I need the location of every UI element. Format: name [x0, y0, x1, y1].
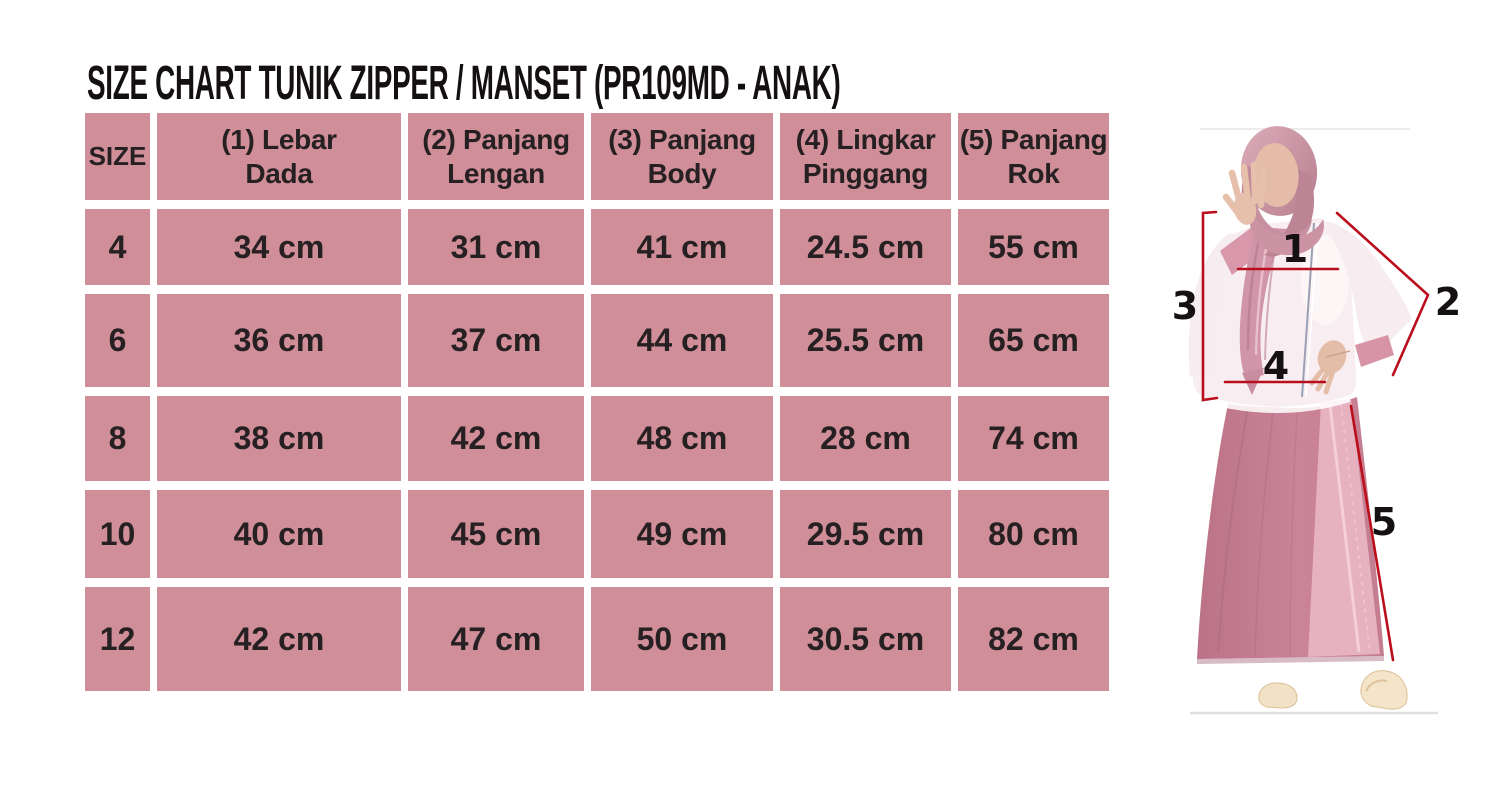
header-cell-lingkar-pinggang: (4) Lingkar Pinggang: [780, 113, 951, 200]
measurement-figure: 1 2 3 4 5: [1172, 126, 1461, 715]
measure-line-2: [1335, 211, 1430, 377]
cell-10-panjang-lengan: 45 cm: [408, 490, 584, 578]
cell-10-lebar-dada: 40 cm: [157, 490, 401, 578]
header-cell-size: SIZE: [85, 113, 150, 200]
cell-12-panjang-body: 50 cm: [591, 587, 773, 691]
cell-4-panjang-rok: 55 cm: [958, 209, 1109, 285]
cell-4-panjang-body: 41 cm: [591, 209, 773, 285]
size-cell-4: 4: [85, 209, 150, 285]
cell-6-lebar-dada: 36 cm: [157, 294, 401, 387]
cell-10-panjang-rok: 80 cm: [958, 490, 1109, 578]
header-cell-panjang-rok: (5) Panjang Rok: [958, 113, 1109, 200]
size-chart-table: SIZE (1) Lebar Dada (2) Panjang Lengan (3) …: [85, 113, 1109, 691]
cell-6-panjang-lengan: 37 cm: [408, 294, 584, 387]
measure-line-3: [1201, 210, 1219, 402]
cell-8-panjang-lengan: 42 cm: [408, 396, 584, 481]
page-title: SIZE CHART TUNIK ZIPPER / MANSET (PR109M…: [87, 57, 841, 110]
size-cell-10: 10: [85, 490, 150, 578]
figure-shoes: [1258, 670, 1408, 710]
cell-4-lingkar-pinggang: 24.5 cm: [780, 209, 951, 285]
figure-raised-hand: [1222, 161, 1267, 225]
cell-10-panjang-body: 49 cm: [591, 490, 773, 578]
model-photo: 1 2 3 4 5: [1160, 105, 1480, 725]
measure-line-5: [1349, 404, 1395, 662]
figure-label-2: 2: [1435, 280, 1461, 324]
measurement-lines: [1201, 210, 1430, 662]
figure-label-4: 4: [1263, 344, 1289, 388]
cell-6-lingkar-pinggang: 25.5 cm: [780, 294, 951, 387]
figure-label-5: 5: [1371, 500, 1397, 544]
header-cell-lebar-dada: (1) Lebar Dada: [157, 113, 401, 200]
figure-neck-scarf: [1249, 209, 1324, 256]
header-cell-panjang-lengan: (2) Panjang Lengan: [408, 113, 584, 200]
cell-8-lingkar-pinggang: 28 cm: [780, 396, 951, 481]
cell-6-panjang-body: 44 cm: [591, 294, 773, 387]
cell-12-lebar-dada: 42 cm: [157, 587, 401, 691]
cell-8-panjang-rok: 74 cm: [958, 396, 1109, 481]
figure-right-arm: [1309, 221, 1412, 395]
figure-label-1: 1: [1282, 227, 1308, 271]
size-cell-8: 8: [85, 396, 150, 481]
cell-12-panjang-rok: 82 cm: [958, 587, 1109, 691]
figure-label-3: 3: [1172, 284, 1198, 328]
cell-12-lingkar-pinggang: 30.5 cm: [780, 587, 951, 691]
cell-6-panjang-rok: 65 cm: [958, 294, 1109, 387]
cell-4-panjang-lengan: 31 cm: [408, 209, 584, 285]
cell-8-lebar-dada: 38 cm: [157, 396, 401, 481]
size-cell-12: 12: [85, 587, 150, 691]
figure-skirt: [1197, 395, 1384, 664]
size-cell-6: 6: [85, 294, 150, 387]
cell-10-lingkar-pinggang: 29.5 cm: [780, 490, 951, 578]
cell-4-lebar-dada: 34 cm: [157, 209, 401, 285]
cell-8-panjang-body: 48 cm: [591, 396, 773, 481]
cell-12-panjang-lengan: 47 cm: [408, 587, 584, 691]
header-cell-panjang-body: (3) Panjang Body: [591, 113, 773, 200]
